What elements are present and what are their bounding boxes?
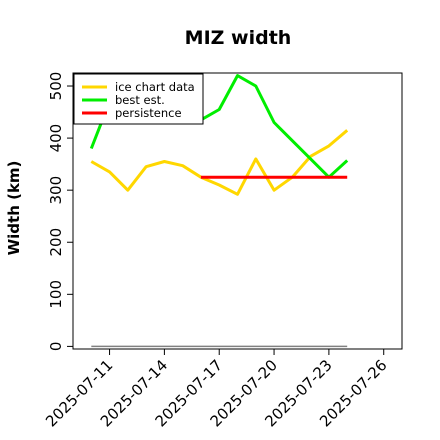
series-line-ice-chart-data [90, 129, 349, 196]
legend-label: ice chart data [115, 80, 195, 94]
plot-frame [72, 72, 403, 350]
y-tick-label: 0 [47, 342, 65, 352]
y-tick-label: 400 [47, 124, 65, 153]
legend-label: persistence [115, 106, 182, 120]
legend-label: best est. [115, 93, 165, 107]
y-tick-label: 300 [47, 176, 65, 205]
y-tick-label: 500 [47, 72, 65, 101]
y-tick-label: 200 [47, 228, 65, 257]
y-axis-label: Width (km) [5, 161, 23, 256]
y-tick-label: 100 [47, 280, 65, 309]
chart-title: MIZ width [185, 27, 292, 49]
